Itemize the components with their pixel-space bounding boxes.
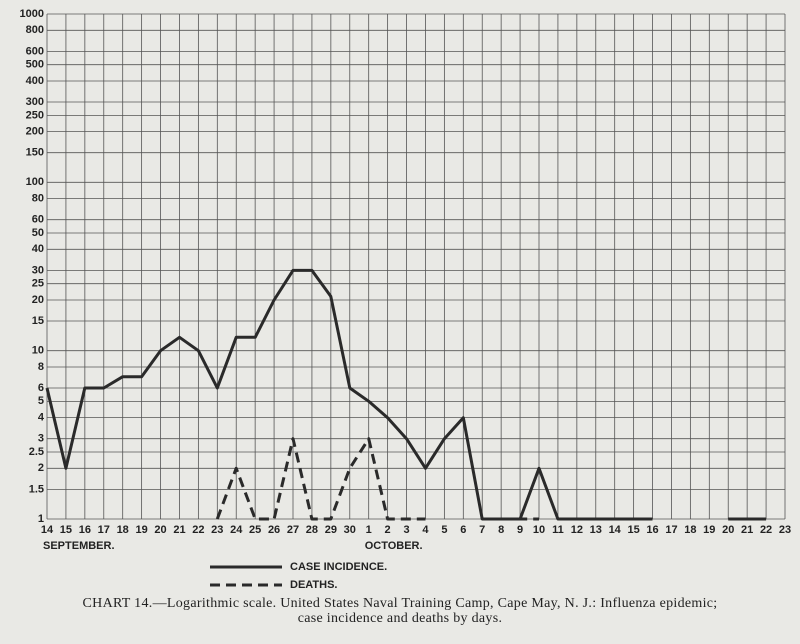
y-tick-label: 60 [32,214,44,226]
y-tick-label: 6 [38,382,44,394]
x-tick-label: 18 [117,524,129,536]
x-tick-label: 6 [460,524,466,536]
y-tick-label: 20 [32,294,44,306]
x-tick-label: 10 [533,524,545,536]
x-tick-label: 24 [230,524,243,536]
x-tick-label: 28 [306,524,318,536]
y-tick-label: 50 [32,227,44,239]
y-tick-label: 2.5 [29,446,44,458]
x-tick-label: 20 [722,524,734,536]
x-tick-label: 21 [173,524,185,536]
x-tick-label: 27 [287,524,299,536]
y-tick-label: 30 [32,264,44,276]
chart: 11.522.534568101520253040506080100150200… [20,8,792,591]
x-tick-label: 16 [646,524,658,536]
y-tick-label: 800 [26,24,44,36]
y-tick-label: 400 [26,75,44,87]
y-tick-label: 4 [38,412,45,424]
series-line [45,268,767,521]
y-tick-label: 10 [32,345,44,357]
x-tick-label: 1 [366,524,372,536]
x-tick-label: 22 [192,524,204,536]
x-tick-label: 7 [479,524,485,536]
y-tick-label: 1000 [20,8,44,20]
x-tick-label: 20 [154,524,166,536]
y-tick-label: 200 [26,126,44,138]
y-tick-label: 1.5 [29,483,44,495]
y-tick-label: 5 [38,395,44,407]
x-tick-label: 21 [741,524,753,536]
x-tick-label: 26 [268,524,280,536]
caption-box: CHART 14.—Logarithmic scale. United Stat… [0,596,800,626]
y-tick-label: 300 [26,96,44,108]
y-tick-label: 80 [32,193,44,205]
y-tick-label: 15 [32,315,44,327]
y-tick-label: 8 [38,361,44,373]
legend-label: DEATHS. [290,579,337,591]
caption: CHART 14.—Logarithmic scale. United Stat… [82,596,718,626]
series-line [215,437,539,521]
x-tick-label: 17 [98,524,110,536]
x-tick-label: 5 [441,524,447,536]
x-tick-label: 9 [517,524,523,536]
y-tick-label: 150 [26,147,44,159]
x-tick-label: 13 [590,524,602,536]
x-tick-label: 15 [60,524,72,536]
x-tick-label: 4 [422,524,429,536]
month-label: OCTOBER. [365,540,423,552]
x-tick-label: 30 [344,524,356,536]
y-tick-label: 500 [26,59,44,71]
x-tick-label: 19 [703,524,715,536]
x-tick-label: 23 [779,524,791,536]
x-tick-label: 25 [249,524,261,536]
x-tick-label: 3 [403,524,409,536]
y-tick-label: 25 [32,278,44,290]
legend-label: CASE INCIDENCE. [290,561,387,573]
x-tick-label: 14 [41,524,54,536]
x-tick-label: 14 [609,524,622,536]
y-tick-label: 2 [38,462,44,474]
x-tick-label: 23 [211,524,223,536]
x-tick-label: 17 [665,524,677,536]
month-label: SEPTEMBER. [43,540,115,552]
x-tick-label: 2 [385,524,391,536]
y-tick-label: 40 [32,243,44,255]
x-tick-label: 15 [627,524,639,536]
y-tick-label: 1 [38,513,44,525]
y-tick-label: 250 [26,109,44,121]
y-tick-label: 600 [26,45,44,57]
x-tick-label: 11 [552,524,564,536]
x-tick-label: 29 [325,524,337,536]
x-tick-label: 16 [79,524,91,536]
x-tick-label: 22 [760,524,772,536]
x-tick-label: 12 [571,524,583,536]
y-tick-label: 3 [38,433,44,445]
x-tick-label: 19 [135,524,147,536]
x-tick-label: 18 [684,524,696,536]
x-tick-label: 8 [498,524,504,536]
y-tick-label: 100 [26,176,44,188]
